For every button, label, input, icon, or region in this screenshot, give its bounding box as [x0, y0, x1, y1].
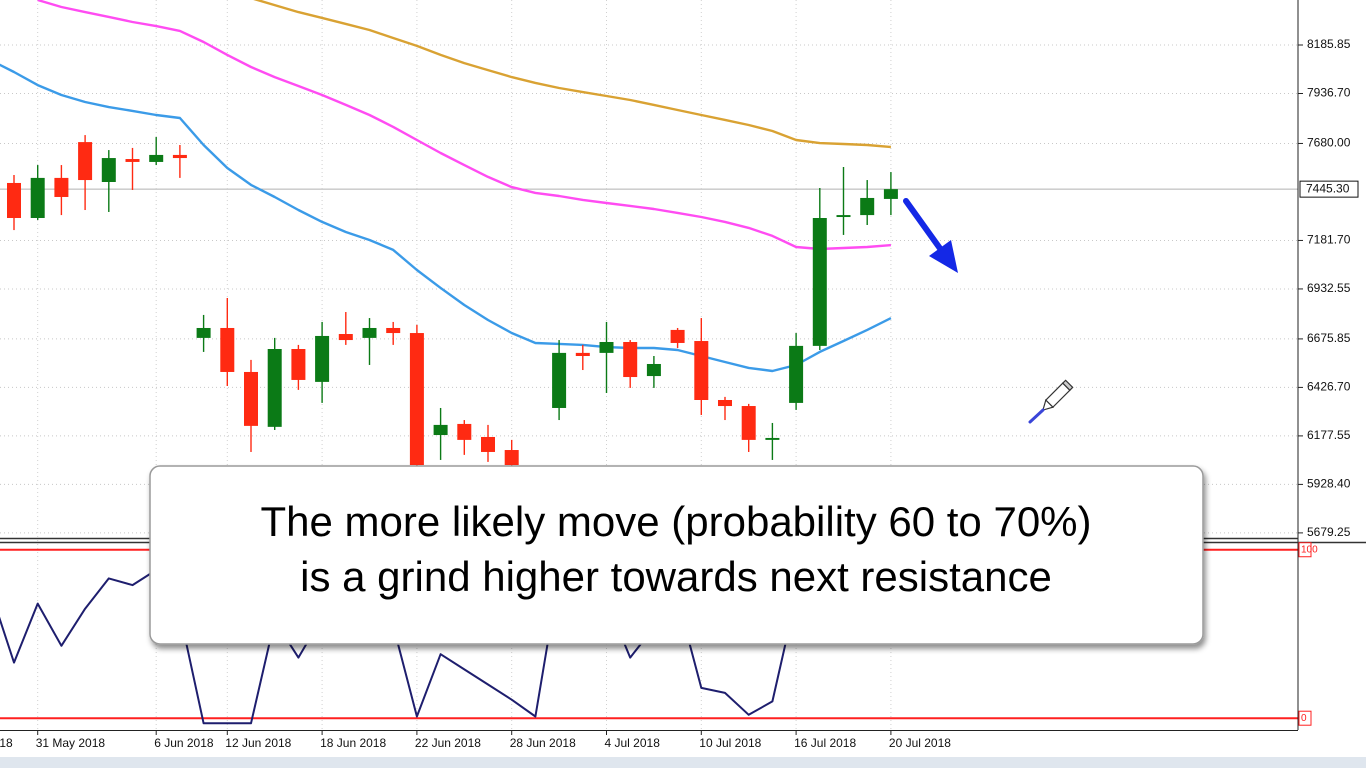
candle-body [409, 333, 424, 466]
candle-body [244, 371, 258, 426]
current-price-label: 7445.30 [1306, 181, 1350, 195]
caption: The more likely move (probability 60 to … [149, 465, 1204, 645]
caption-line: The more likely move (probability 60 to … [260, 498, 1091, 545]
x-tick-label: 22 Jun 2018 [415, 736, 481, 750]
x-tick-label: 28 Jun 2018 [510, 736, 576, 750]
y-tick-label: 5928.40 [1307, 477, 1351, 491]
indicator-level-box [1298, 542, 1312, 558]
candle-body [291, 348, 306, 380]
current-price-box [1299, 180, 1359, 198]
candle-body [7, 182, 21, 219]
down-arrow [903, 198, 958, 273]
indicator-level-box [1298, 710, 1312, 726]
x-tick-label: 2018 [0, 736, 13, 750]
indicator-level-label: 100 [1301, 544, 1318, 555]
candle-body [433, 424, 448, 436]
status-strip [0, 757, 1366, 768]
candle-body [220, 327, 235, 372]
candle-body [623, 341, 638, 378]
candle-body [670, 329, 685, 343]
caption-box [149, 465, 1204, 645]
candle-body [30, 177, 45, 219]
candle-body [789, 345, 804, 403]
x-tick-label: 31 May 2018 [36, 736, 106, 750]
candle-body [694, 341, 709, 400]
y-tick-label: 6177.55 [1307, 428, 1351, 442]
pencil-cursor [1042, 379, 1074, 411]
candle-body [315, 335, 330, 382]
candle-body [78, 142, 93, 181]
moving-average-line [253, 0, 892, 149]
candle-body [860, 197, 875, 216]
y-tick-label: 6675.85 [1307, 331, 1351, 345]
candle-body [125, 159, 140, 162]
candle-body [646, 363, 661, 377]
candle-body [149, 154, 164, 162]
y-tick-label: 7680.00 [1307, 136, 1351, 150]
y-tick-label: 5679.25 [1307, 525, 1351, 539]
candle-body [812, 218, 827, 346]
candle-body [504, 450, 519, 466]
candle-body [552, 352, 567, 408]
y-tick-label: 6426.70 [1307, 380, 1351, 394]
y-tick-label: 6932.55 [1307, 281, 1351, 295]
candle-body [196, 327, 211, 338]
pencil-stroke [1028, 408, 1045, 424]
candle-body [457, 423, 472, 440]
y-tick-label: 8185.85 [1307, 37, 1351, 51]
x-tick-label: 16 Jul 2018 [794, 736, 856, 750]
candle-body [883, 189, 898, 199]
candle-body [575, 352, 590, 357]
y-tick-label: 7181.70 [1307, 233, 1351, 247]
candle-body [718, 399, 732, 407]
x-tick-label: 12 Jun 2018 [225, 736, 291, 750]
candle-body [338, 334, 353, 341]
x-tick-label: 18 Jun 2018 [320, 736, 386, 750]
candle-body [172, 154, 187, 159]
candle-body [599, 341, 614, 353]
candle-body [741, 406, 756, 440]
x-tick-label: 6 Jun 2018 [154, 736, 214, 750]
indicator-level-label: 0 [1301, 713, 1307, 724]
x-tick-label: 10 Jul 2018 [699, 736, 761, 750]
x-tick-label: 20 Jul 2018 [889, 736, 951, 750]
caption-line: is a grind higher towards next resistanc… [300, 553, 1052, 600]
candle-body [765, 437, 780, 440]
candle-body [267, 348, 282, 427]
candle-body [481, 436, 495, 452]
moving-average-line [37, 0, 891, 251]
candle-layer [7, 135, 898, 470]
y-tick-label: 7936.70 [1307, 86, 1351, 100]
x-tick-label: 4 Jul 2018 [605, 736, 661, 750]
candle-body [101, 158, 116, 182]
candle-body [54, 177, 69, 197]
moving-average-line [0, 63, 892, 373]
candle-body [362, 327, 377, 338]
indicator-line [0, 569, 892, 725]
candle-body [386, 327, 401, 334]
candle-body [836, 215, 851, 218]
moving-average-layer [0, 0, 892, 373]
